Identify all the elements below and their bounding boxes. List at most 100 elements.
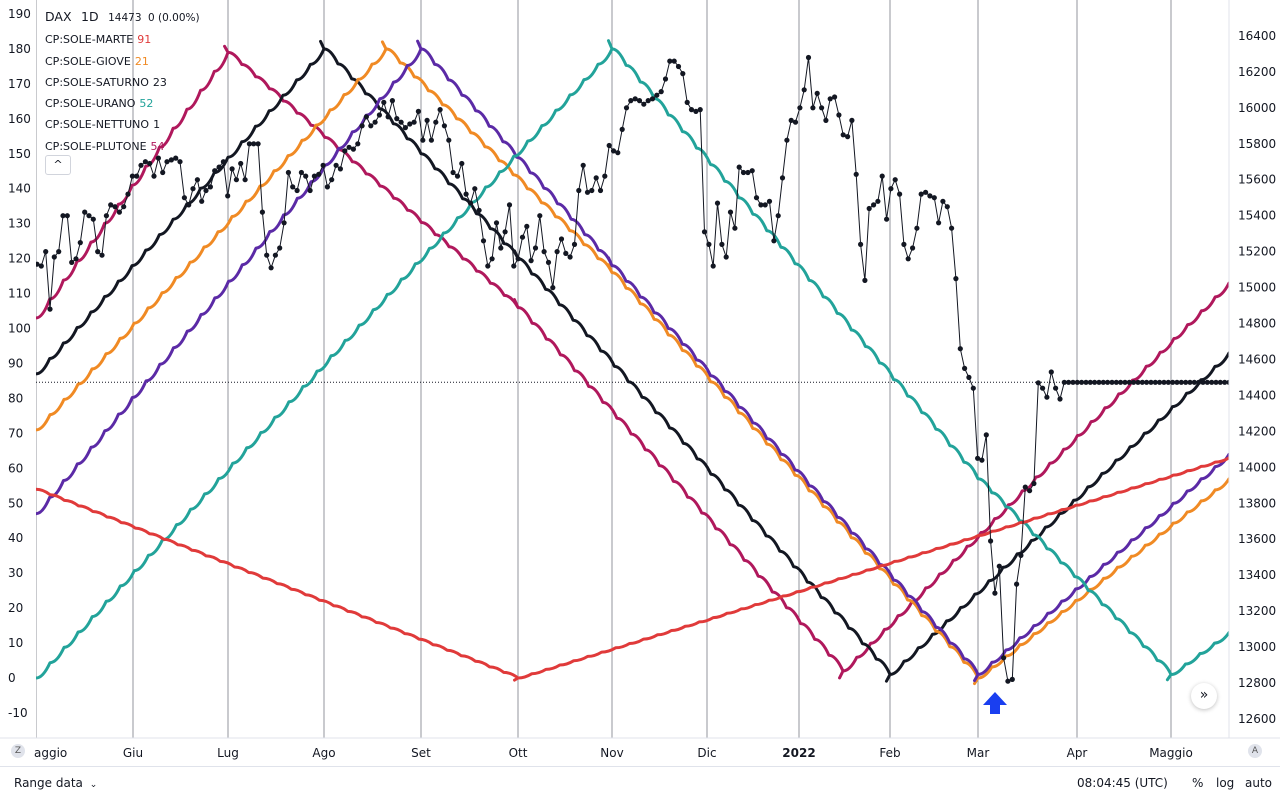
price-point (1092, 379, 1098, 385)
legend-indicator-row[interactable]: CP:SOLE-MARTE 91 (45, 29, 200, 50)
log-scale-toggle[interactable]: log (1216, 776, 1235, 790)
legend-collapse-button[interactable]: ^ (45, 155, 71, 175)
price-point (519, 234, 526, 240)
price-point (632, 96, 638, 102)
price-point (441, 123, 447, 129)
price-point (502, 229, 508, 235)
price-point (623, 105, 630, 111)
price-point (749, 168, 755, 174)
price-point (86, 213, 92, 219)
price-point (649, 96, 656, 102)
price-point (277, 245, 283, 251)
cycle-series-line (34, 39, 1231, 683)
price-point (936, 220, 942, 226)
price-point (160, 169, 166, 176)
price-point (1118, 379, 1124, 385)
price-point (359, 123, 365, 129)
price-point (1074, 379, 1080, 385)
right-corner-button[interactable]: A (1248, 744, 1262, 758)
left-axis-tick-label: 60 (8, 461, 23, 475)
right-axis[interactable]: 16400 16200 16000 15800 15600 15400 15200 15000… (1228, 0, 1280, 738)
legend-indicator-row[interactable]: CP:SOLE-PLUTONE 54 (45, 136, 200, 157)
left-axis-tick-label: 80 (8, 391, 23, 405)
range-date-button[interactable]: Range data ⌄ (14, 776, 97, 790)
price-point (1170, 379, 1176, 385)
price-point (1139, 379, 1145, 385)
price-point (95, 249, 101, 255)
price-point (342, 148, 348, 154)
price-point (1178, 379, 1184, 385)
price-point (636, 98, 643, 104)
price-point (1144, 379, 1150, 385)
left-axis-tick-label: 190 (8, 7, 31, 21)
left-axis-tick-label: 110 (8, 287, 31, 301)
left-axis-tick-label: 140 (8, 182, 31, 196)
price-point (402, 125, 408, 131)
legend-indicator-row[interactable]: CP:SOLE-GIOVE 21 (45, 51, 200, 72)
price-point (151, 173, 157, 179)
price-point (476, 207, 482, 213)
price-point (1135, 379, 1141, 385)
legend-indicator-row[interactable]: CP:SOLE-NETTUNO 1 (45, 114, 200, 135)
left-axis-tick-label: -10 (8, 706, 28, 720)
price-point (810, 105, 816, 111)
price-point (849, 117, 855, 123)
price-point (1035, 380, 1041, 386)
right-axis-tick-label: 14600 (1238, 352, 1276, 366)
price-point (593, 175, 599, 181)
right-axis-tick-label: 14800 (1238, 317, 1276, 331)
price-point (1109, 379, 1115, 385)
price-point (181, 195, 187, 201)
price-point (376, 112, 382, 118)
price-point (203, 187, 209, 194)
price-point (714, 200, 721, 206)
price-point (1040, 385, 1046, 391)
x-axis-tick-label: Ago (312, 746, 335, 760)
price-point (680, 71, 686, 77)
scroll-to-realtime-button[interactable]: » (1191, 683, 1217, 709)
cycle-series-line (34, 40, 1231, 686)
chart-canvas[interactable]: 1901801701601501401301201101009080706050… (0, 0, 1280, 766)
price-point (554, 249, 560, 255)
legend-header[interactable]: DAX 1D 14473 0 (0.00%) (45, 6, 200, 29)
legend-indicator-row[interactable]: CP:SOLE-URANO 52 (45, 93, 200, 114)
price-point (840, 132, 846, 138)
price-point (329, 177, 335, 183)
price-point (1191, 379, 1197, 385)
price-point (337, 166, 343, 172)
auto-scale-toggle[interactable]: auto (1245, 776, 1273, 790)
price-point (433, 119, 439, 125)
price-point (225, 193, 231, 199)
price-point (619, 126, 625, 132)
price-point (862, 277, 868, 283)
right-axis-tick-label: 12600 (1238, 712, 1276, 726)
clock-readout[interactable]: 08:04:45 (UTC) (1077, 776, 1168, 790)
price-point (1001, 655, 1007, 661)
price-point (606, 142, 612, 149)
x-axis-tick-label: 2022 (782, 746, 815, 760)
legend-indicator-name: CP:SOLE-PLUTONE (45, 139, 147, 153)
price-point (871, 202, 877, 208)
price-point (177, 159, 183, 165)
price-point (255, 141, 261, 147)
price-point (506, 202, 513, 208)
price-point (957, 346, 963, 352)
price-point (1174, 379, 1180, 385)
price-point (645, 98, 651, 104)
legend-indicator-value: 52 (139, 97, 154, 111)
price-point (845, 134, 851, 140)
price-point (571, 241, 578, 247)
grid-lines (35, 0, 1229, 738)
price-point (1009, 676, 1015, 683)
price-point (186, 202, 192, 208)
left-axis-tick-label: 180 (8, 42, 31, 56)
price-point (727, 209, 734, 215)
price-point (940, 198, 946, 204)
price-series-layer (34, 54, 1232, 684)
x-axis[interactable]: aggio Giu Lug Ago Set Ott Nov Dic 2022 Feb Mar Apr M… (0, 737, 1280, 760)
percent-scale-toggle[interactable]: % (1192, 776, 1204, 790)
left-corner-button[interactable]: Z (11, 744, 25, 758)
legend-indicator-row[interactable]: CP:SOLE-SATURNO 23 (45, 72, 200, 93)
price-point (706, 241, 712, 247)
price-point (766, 198, 773, 204)
